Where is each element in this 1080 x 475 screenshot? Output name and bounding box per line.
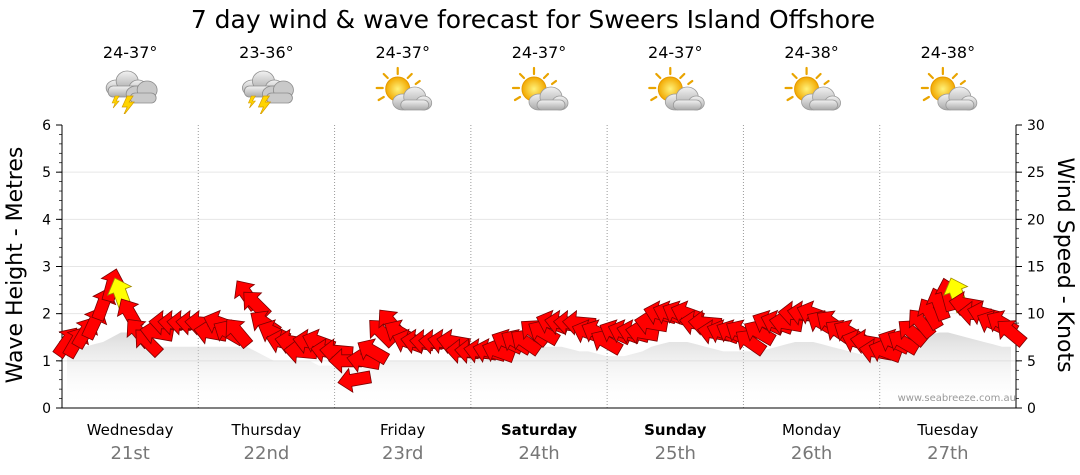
y-left-tick-label: 4 (42, 212, 51, 228)
y-left-tick-label: 1 (42, 354, 51, 370)
x-date-label: 23rd (382, 443, 423, 464)
y-right-tick-label: 10 (1027, 307, 1045, 323)
y-right-tick-label: 30 (1027, 118, 1045, 134)
wind-arrow (337, 367, 372, 394)
x-date-label: 26th (791, 443, 832, 464)
x-day-label: Thursday (231, 421, 302, 439)
y-left-tick-label: 6 (42, 118, 51, 134)
y-axis-right-label: Wind Speed - Knots (1052, 157, 1077, 372)
x-date-label: 21st (110, 443, 149, 464)
wind-arrow (997, 320, 1028, 348)
x-day-label: Wednesday (87, 421, 174, 439)
day-temperature: 24-38° (784, 43, 839, 62)
x-date-label: 24th (518, 443, 559, 464)
wind-arrow (357, 338, 391, 366)
x-day-label: Sunday (644, 421, 707, 439)
y-right-tick-label: 0 (1027, 401, 1036, 417)
x-day-label: Monday (782, 421, 841, 439)
y-right-tick-label: 20 (1027, 212, 1045, 228)
sun-cloud-icon (648, 66, 706, 112)
y-right-tick-label: 25 (1027, 165, 1045, 181)
day-temperature: 24-37° (375, 43, 430, 62)
day-temperature: 24-37° (648, 43, 703, 62)
y-right-tick-label: 5 (1027, 354, 1036, 370)
y-left-tick-label: 5 (42, 165, 51, 181)
x-date-label: 27th (927, 443, 968, 464)
day-temperature: 24-37° (103, 43, 158, 62)
x-day-label: Friday (380, 421, 426, 439)
y-right-tick-label: 15 (1027, 260, 1045, 276)
x-day-label: Saturday (501, 421, 578, 439)
wind-arrow (591, 329, 624, 356)
wind-arrow (735, 329, 768, 357)
sun-cloud-icon (784, 66, 842, 112)
forecast-header: 24-37° 23-36° 24-37° 24-37° 24-37° 24-38° 24-3… (103, 43, 978, 114)
y-left-tick-label: 2 (42, 307, 51, 323)
x-day-label: Tuesday (916, 421, 978, 439)
y-axis-left-label: Wave Height - Metres (3, 147, 28, 384)
wind-arrows (52, 268, 1028, 394)
sun-cloud-icon (511, 66, 569, 112)
wave-area-fill (67, 332, 1011, 408)
wave-height-area (67, 332, 1011, 408)
sun-cloud-icon (920, 66, 978, 112)
x-date-label: 25th (655, 443, 696, 464)
thunderstorm-icon (242, 70, 294, 114)
sun-cloud-icon (375, 66, 433, 112)
chart-title: 7 day wind & wave forecast for Sweers Is… (191, 5, 875, 34)
day-temperature: 24-38° (921, 43, 976, 62)
x-date-label: 22nd (244, 443, 290, 464)
wind-arrow (225, 319, 254, 350)
day-temperature: 23-36° (239, 43, 294, 62)
y-left-tick-label: 3 (42, 260, 51, 276)
credit-text: www.seabreeze.com.au (898, 393, 1016, 404)
plot-area: 0 1 2 3 4 5 6 0 5 10 15 20 25 30 Wednesday 21st Thursday… (42, 118, 1045, 464)
thunderstorm-icon (105, 70, 158, 114)
wind-arrow (744, 319, 777, 347)
day-temperature: 24-37° (512, 43, 567, 62)
y-left-tick-label: 0 (42, 401, 51, 417)
